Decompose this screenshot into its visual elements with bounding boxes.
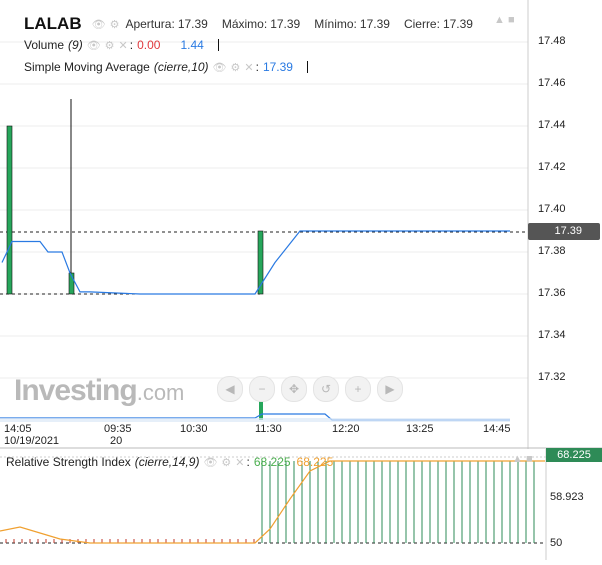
gear-icon[interactable]: ⚙ — [109, 18, 120, 31]
settings-icon[interactable]: ■ — [507, 14, 515, 26]
candle — [257, 230, 264, 295]
price-tick: 17.36 — [538, 287, 566, 299]
lock-icon[interactable]: ▲ — [512, 453, 523, 465]
high-label: Máximo: — [221, 17, 268, 31]
eye-icon[interactable]: 👁 — [91, 18, 106, 31]
rsi-tick: 50 — [550, 537, 563, 549]
time-tick: 13:25 — [406, 423, 434, 435]
lock-icon[interactable]: ▲ — [494, 14, 505, 26]
scroll-left-icon[interactable]: ◀ — [217, 376, 243, 402]
rsi-value-1: 68.225 — [253, 455, 291, 469]
rsi-param: (cierre,14,9) — [134, 455, 200, 469]
rsi-label: Relative Strength Index — [6, 455, 131, 469]
scroll-right-icon[interactable]: ▶ — [377, 376, 403, 402]
logo-suffix: .com — [136, 380, 185, 405]
gear-icon[interactable]: ⚙ — [230, 61, 241, 74]
low-value: 17.39 — [359, 17, 390, 31]
volume-label: Volume — [24, 38, 65, 52]
sma-line — [1, 230, 510, 295]
price-chart-panel[interactable]: LALAB 👁 ⚙ Apertura: 17.39 Máximo: 17.39 … — [0, 0, 602, 449]
rsi-last-value-badge: 68.225 — [546, 448, 602, 462]
logo-brand: Investing — [14, 374, 138, 407]
time-tick: 14:45 — [483, 423, 511, 435]
sma-label: Simple Moving Average — [24, 60, 150, 74]
close-label: Cierre: — [403, 17, 440, 31]
gear-icon[interactable]: ⚙ — [104, 39, 115, 52]
volume-legend: Volume (9) 👁 ⚙ ✕ : 0.00 1.44 — [24, 38, 219, 52]
zoom-in-icon[interactable]: + — [345, 376, 371, 402]
volume-area — [0, 418, 510, 422]
close-icon[interactable]: ✕ — [118, 39, 128, 52]
ticker-symbol: LALAB — [24, 14, 82, 33]
time-tick: 10:30 — [180, 423, 208, 435]
investing-logo: Investing.com — [14, 374, 184, 408]
price-tick: 17.42 — [538, 161, 566, 173]
time-tick: 14:05 10/19/2021 — [4, 423, 60, 447]
price-tick: 17.34 — [538, 329, 566, 341]
rsi-tick: 58.923 — [550, 491, 584, 503]
gear-icon[interactable]: ⚙ — [221, 456, 232, 469]
rsi-panel[interactable]: Relative Strength Index (cierre,14,9) 👁 … — [0, 448, 602, 560]
price-tick: 17.46 — [538, 77, 566, 89]
volume-value-1: 0.00 — [137, 38, 161, 52]
sma-param: (cierre,10) — [153, 60, 209, 74]
price-tick: 17.38 — [538, 245, 566, 257]
price-chart-canvas[interactable] — [0, 0, 602, 449]
time-tick: 12:20 — [332, 423, 360, 435]
close-icon[interactable]: ✕ — [244, 61, 254, 74]
chart-settings-icons: ▲ ■ — [494, 14, 515, 26]
rsi-line — [0, 460, 545, 544]
close-icon[interactable]: ✕ — [235, 456, 245, 469]
last-price-value: 17.39 — [554, 225, 582, 237]
candle — [68, 272, 75, 295]
eye-icon[interactable]: 👁 — [203, 456, 218, 469]
rsi-settings-icons: ▲ ■ — [512, 453, 533, 465]
price-tick: 17.40 — [538, 203, 566, 215]
reset-icon[interactable]: ↺ — [313, 376, 339, 402]
close-value: 17.39 — [442, 17, 473, 31]
candle — [6, 125, 13, 295]
volume-value-2: 1.44 — [180, 38, 204, 52]
time-tick: 11:30 — [255, 423, 282, 435]
zoom-out-icon[interactable]: − — [249, 376, 275, 402]
legend-cursor-marker — [217, 39, 219, 51]
low-label: Mínimo: — [314, 17, 357, 31]
sma-value: 17.39 — [262, 60, 293, 74]
volume-param: (9) — [68, 38, 83, 52]
rsi-value-2: 68.225 — [296, 455, 334, 469]
rsi-bars — [5, 461, 535, 543]
eye-icon[interactable]: 👁 — [212, 61, 227, 74]
candles-group — [6, 99, 264, 295]
rsi-legend: Relative Strength Index (cierre,14,9) 👁 … — [6, 455, 334, 469]
open-value: 17.39 — [177, 17, 208, 31]
sma-legend: Simple Moving Average (cierre,10) 👁 ⚙ ✕ … — [24, 60, 308, 74]
rsi-chart-canvas[interactable] — [0, 449, 602, 560]
main-legend: LALAB 👁 ⚙ Apertura: 17.39 Máximo: 17.39 … — [24, 14, 487, 34]
legend-cursor-marker — [306, 61, 308, 73]
eye-icon[interactable]: 👁 — [86, 39, 101, 52]
open-label: Apertura: — [125, 17, 175, 31]
grid-lines — [0, 41, 528, 379]
settings-icon[interactable]: ■ — [525, 453, 533, 465]
price-tick: 17.32 — [538, 371, 566, 383]
time-tick: 09:35 20 — [104, 423, 132, 447]
crosshair-icon[interactable]: ✥ — [281, 376, 307, 402]
price-tick: 17.48 — [538, 35, 566, 47]
last-price-label: 17.39 — [528, 223, 600, 240]
price-tick: 17.44 — [538, 119, 566, 131]
high-value: 17.39 — [270, 17, 301, 31]
